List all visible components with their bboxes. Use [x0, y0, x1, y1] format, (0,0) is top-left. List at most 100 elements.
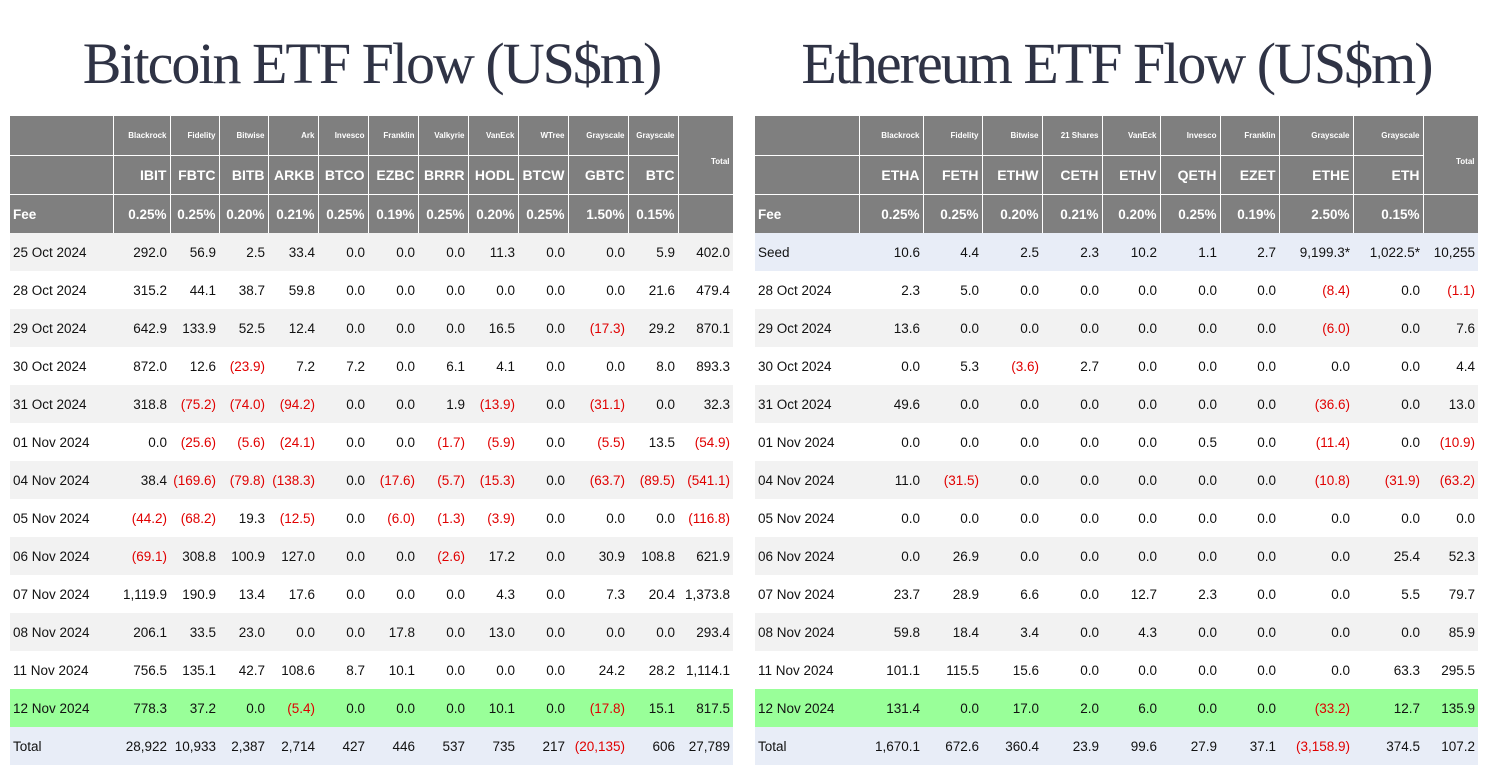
total-row: Total 28,922 10,933 2,387 2,714 427 446 537 735 2… [10, 727, 733, 765]
fee-cell: 0.25% [1160, 194, 1221, 233]
flow-value: 0.0 [546, 358, 565, 374]
issuer-header: Valkyrie [418, 116, 469, 156]
flow-value: 0.0 [446, 624, 465, 640]
ticker-header: ARKB [268, 155, 319, 195]
flow-value: 672.6 [945, 738, 979, 754]
flow-value: (31.5) [943, 472, 979, 488]
flow-value: 0.0 [606, 282, 625, 298]
ticker-header: BITB [219, 155, 269, 195]
table-row: 12 Nov 2024 778.3 37.2 0.0 (5.4) 0.0 0.0 0.0 10.… [10, 689, 733, 727]
flow-value: 59.8 [288, 282, 315, 298]
flow-value: 0.0 [1257, 434, 1276, 450]
flow-value: 295.5 [1441, 662, 1475, 678]
flow-value: 0.0 [1401, 320, 1420, 336]
flow-value: 4.4 [1456, 358, 1475, 374]
row-date: 31 Oct 2024 [758, 396, 832, 412]
flow-value: 0.0 [396, 358, 415, 374]
ticker-header: ETHA [859, 155, 924, 195]
flow-value: 1.1 [1198, 244, 1217, 260]
flow-value: 374.5 [1386, 738, 1420, 754]
row-date: 12 Nov 2024 [758, 700, 835, 716]
flow-value: 6.6 [1020, 586, 1039, 602]
flow-value: 12.7 [1393, 700, 1420, 716]
row-date: 31 Oct 2024 [13, 396, 87, 412]
flow-value: 5.0 [960, 282, 979, 298]
issuer-header: Fidelity [170, 116, 220, 156]
ethereum-etf-panel: Ethereum ETF Flow (US$m) Blackrock Fideli… [755, 0, 1479, 765]
flow-value: 0.0 [346, 282, 365, 298]
fee-cell: 0.25% [923, 194, 983, 233]
table-row: 01 Nov 2024 0.0 (25.6) (5.6) (24.1) 0.0 0.0 (1.… [10, 423, 733, 461]
flow-value: 0.0 [396, 396, 415, 412]
flow-value: 0.0 [346, 586, 365, 602]
fee-cell: 0.20% [219, 194, 269, 233]
flow-value: 0.0 [546, 510, 565, 526]
flow-value: 0.0 [1138, 548, 1157, 564]
flow-value: 0.0 [656, 510, 675, 526]
flow-value: 0.0 [901, 510, 920, 526]
flow-value: 0.0 [960, 434, 979, 450]
flow-value: 10.1 [388, 662, 415, 678]
ticker-header: HODL [468, 155, 519, 195]
flow-value: 0.0 [1257, 510, 1276, 526]
flow-value: 0.0 [496, 282, 515, 298]
table-row: 08 Nov 2024 59.8 18.4 3.4 0.0 4.3 0.0 0.0 0.0 0.0… [755, 613, 1478, 651]
flow-value: 9,199.3* [1299, 244, 1350, 260]
row-date: 04 Nov 2024 [13, 472, 90, 488]
flow-value: 18.4 [952, 624, 979, 640]
flow-value: 0.0 [1020, 396, 1039, 412]
flow-value: 0.0 [1020, 472, 1039, 488]
flow-value: 13.5 [648, 434, 675, 450]
flow-value: 0.0 [446, 700, 465, 716]
flow-value: 1.9 [446, 396, 465, 412]
ticker-header: GBTC [568, 155, 629, 195]
flow-value: 12.6 [189, 358, 216, 374]
flow-value: 0.0 [1257, 548, 1276, 564]
table-row: 05 Nov 2024 (44.2) (68.2) 19.3 (12.5) 0.0 (6.0… [10, 499, 733, 537]
flow-value: 13.0 [488, 624, 515, 640]
issuer-row: Blackrock Fidelity Bitwise 21 Shares VanEck I… [755, 116, 1479, 195]
flow-value: 446 [392, 738, 415, 754]
issuer-header: Ark [268, 116, 319, 156]
flow-value: 12.4 [288, 320, 315, 336]
flow-value: 0.0 [1080, 396, 1099, 412]
flow-value: (68.2) [180, 510, 216, 526]
flow-value: 0.0 [546, 548, 565, 564]
row-date: 05 Nov 2024 [13, 510, 90, 526]
flow-value: 0.0 [1401, 624, 1420, 640]
flow-value: (25.6) [180, 434, 216, 450]
flow-value: 0.0 [1138, 358, 1157, 374]
flow-value: 0.0 [546, 662, 565, 678]
flow-value: 0.0 [148, 434, 167, 450]
flow-value: 190.9 [182, 586, 216, 602]
row-date: 11 Nov 2024 [758, 662, 834, 678]
flow-value: 0.0 [1257, 358, 1276, 374]
row-date: 07 Nov 2024 [13, 586, 90, 602]
table-row: 11 Nov 2024 101.1 115.5 15.6 0.0 0.0 0.0 0.0 0.0… [755, 651, 1478, 689]
flow-value: 0.0 [1198, 662, 1217, 678]
row-date: 29 Oct 2024 [758, 320, 832, 336]
flow-value: (116.8) [688, 510, 730, 526]
flow-value: 0.0 [396, 548, 415, 564]
flow-value: 0.0 [1331, 624, 1350, 640]
ticker-header: ETH [1353, 155, 1424, 195]
flow-value: 0.0 [1020, 282, 1039, 298]
ethereum-title: Ethereum ETF Flow (US$m) [801, 31, 1433, 96]
flow-value: 23.9 [1072, 738, 1099, 754]
ticker-header: FBTC [170, 155, 220, 195]
row-date: Seed [758, 244, 790, 260]
flow-value: 23.7 [893, 586, 920, 602]
row-date: 25 Oct 2024 [13, 244, 87, 260]
ticker-header: ETHW [982, 155, 1043, 195]
flow-value: 606 [652, 738, 675, 754]
flow-value: 2.5 [1020, 244, 1039, 260]
table-row: 30 Oct 2024 0.0 5.3 (3.6) 2.7 0.0 0.0 0.0 0.0 0.0… [755, 347, 1478, 385]
issuer-header: Blackrock [113, 116, 171, 156]
flow-value: 0.0 [1257, 662, 1276, 678]
table-row: 11 Nov 2024 756.5 135.1 42.7 108.6 8.7 10.1 0.0… [10, 651, 733, 689]
flow-value: 0.0 [346, 434, 365, 450]
flow-value: 0.0 [1080, 510, 1099, 526]
flow-value: 0.0 [446, 662, 465, 678]
flow-value: 0.0 [496, 662, 515, 678]
fee-cell: 0.20% [1102, 194, 1161, 233]
